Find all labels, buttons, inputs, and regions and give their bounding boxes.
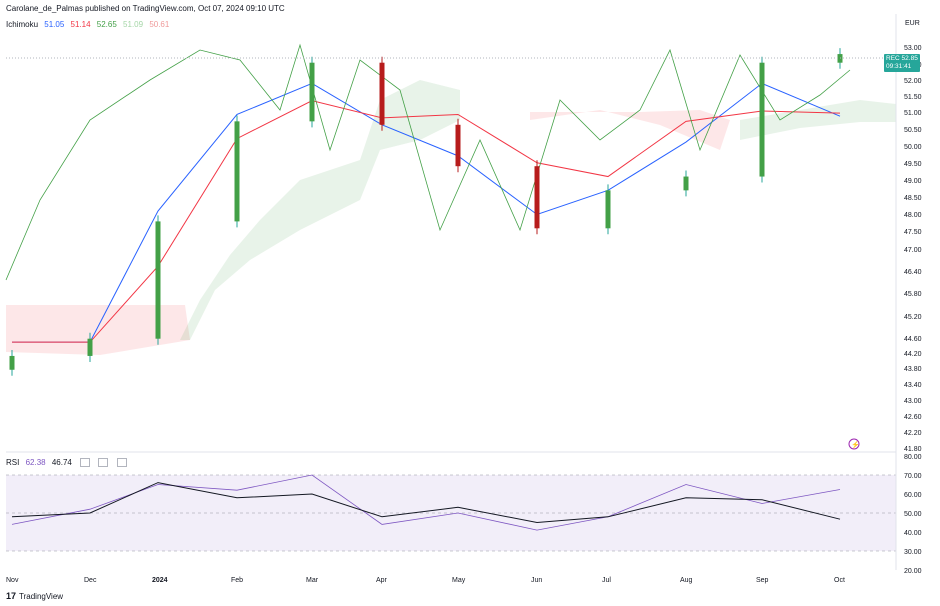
rsi-settings-box-2[interactable] (98, 458, 109, 468)
price-tick-label: 47.00 (904, 247, 922, 254)
rsi-settings-box[interactable] (80, 458, 91, 468)
candle-body (455, 124, 461, 167)
price-tick-label: 51.50 (904, 94, 922, 101)
price-tick-label: 50.50 (904, 127, 922, 134)
ichimoku-value-leading-a: 51.09 (123, 20, 144, 29)
price-tick-label: 50.00 (904, 144, 922, 151)
tradingview-footer[interactable]: 17 TradingView (6, 591, 63, 601)
cloud-bearish-region (6, 305, 190, 355)
price-tick-label: 43.40 (904, 382, 922, 389)
price-tick-label: 49.50 (904, 161, 922, 168)
price-tick-label: 49.00 (904, 178, 922, 185)
price-tick-label: 43.80 (904, 366, 922, 373)
time-tick-label: Apr (376, 577, 388, 584)
time-tick-label: Nov (6, 577, 19, 584)
candle-body (759, 62, 765, 177)
price-tick-label: 44.20 (904, 351, 922, 358)
time-tick-label: Feb (231, 577, 243, 584)
price-tick-label: 48.00 (904, 212, 922, 219)
ichimoku-line-conversion (12, 82, 841, 343)
rsi-tick-label: 70.00 (904, 473, 922, 480)
candle-body (683, 176, 689, 191)
rsi-ma-line (11, 482, 841, 524)
candle-body (309, 62, 315, 122)
rsi-tick-label: 60.00 (904, 492, 922, 499)
tradingview-logo-icon: 17 (6, 591, 17, 601)
price-tick-label: 48.50 (904, 195, 922, 202)
rsi-tick-label: 50.00 (904, 511, 922, 518)
candle-body (234, 121, 240, 222)
time-tick-label: Jun (531, 577, 542, 584)
ichimoku-legend[interactable]: Ichimoku 51.05 51.14 52.65 51.09 50.61 (6, 20, 173, 29)
time-tick-label: Dec (84, 577, 97, 584)
ichimoku-value-base: 51.14 (70, 20, 91, 29)
lightning-icon: ⚡ (851, 440, 860, 449)
ichimoku-value-lagging: 52.65 (96, 20, 117, 29)
price-tag-value: 52.85 (901, 55, 918, 62)
candle-body (9, 355, 15, 370)
publisher-header: Carolane_de_Palmas published on TradingV… (6, 4, 285, 13)
price-tick-label: 44.60 (904, 336, 922, 343)
footer-brand: TradingView (19, 591, 64, 601)
cloud-bearish-region-2 (530, 110, 730, 150)
rsi-legend[interactable]: RSI 62.38 46.74 (6, 458, 131, 468)
time-tick-label: Mar (306, 577, 319, 584)
price-tick-label: 41.80 (904, 446, 922, 453)
price-tick-label: 53.00 (904, 45, 922, 52)
time-tick-label: 2024 (152, 577, 168, 584)
time-tick-label: Sep (756, 577, 769, 584)
ichimoku-value-conversion: 51.05 (44, 20, 65, 29)
time-tick-label: May (452, 577, 466, 584)
ichimoku-value-leading-b: 50.61 (149, 20, 170, 29)
time-tick-label: Jul (602, 577, 611, 584)
ichimoku-line-lagging (5, 43, 851, 281)
candle-body (605, 190, 611, 229)
rsi-tick-label: 80.00 (904, 454, 922, 461)
rsi-value: 62.38 (25, 458, 46, 467)
cloud-bullish-region (180, 80, 460, 340)
price-tick-label: 43.00 (904, 398, 922, 405)
rsi-settings-box-3[interactable] (116, 458, 127, 468)
currency-label: EUR (905, 20, 920, 27)
price-tick-label: 47.50 (904, 229, 922, 236)
rsi-tick-label: 30.00 (904, 549, 922, 556)
cloud-bullish-region-2 (740, 100, 896, 140)
rsi-ma-value: 46.74 (51, 458, 72, 467)
candle-body (534, 166, 540, 229)
time-tick-label: Aug (680, 577, 693, 584)
rsi-tick-label: 20.00 (904, 568, 922, 575)
candle-body (87, 338, 93, 356)
event-marker-icon (848, 438, 860, 450)
price-tag-countdown: 09:31:41 (886, 63, 912, 70)
price-tag: REC 52.85 09:31:41 (884, 54, 920, 72)
price-tick-label: 45.80 (904, 291, 922, 298)
ichimoku-label: Ichimoku (6, 20, 39, 29)
price-tick-label: 42.20 (904, 430, 922, 437)
price-tag-ticker: REC (886, 55, 900, 62)
candle-body (379, 62, 385, 125)
candle-body (155, 221, 161, 339)
price-tick-label: 45.20 (904, 314, 922, 321)
rsi-label: RSI (6, 458, 20, 467)
rsi-line (11, 474, 841, 531)
price-tick-label: 46.40 (904, 269, 922, 276)
price-tick-label: 42.60 (904, 414, 922, 421)
time-tick-label: Oct (834, 577, 845, 584)
ichimoku-line-base (12, 100, 841, 343)
rsi-tick-label: 40.00 (904, 530, 922, 537)
price-tick-label: 51.00 (904, 110, 922, 117)
price-tick-label: 52.00 (904, 78, 922, 85)
